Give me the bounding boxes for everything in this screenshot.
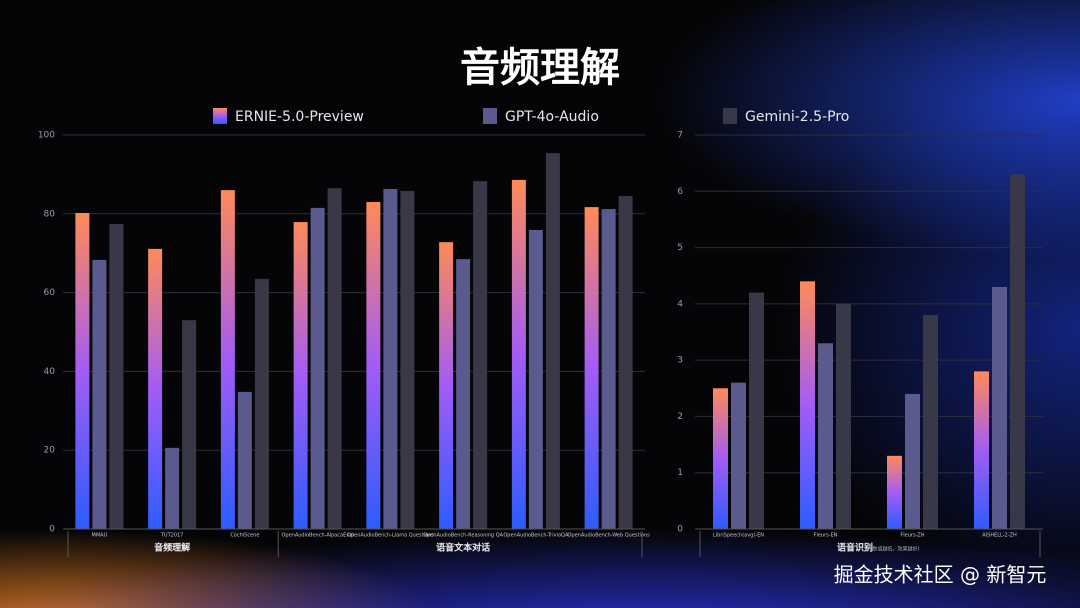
legend-label: Gemini-2.5-Pro [745, 109, 849, 125]
y-tick-label: 100 [38, 131, 55, 141]
y-tick-label: 0 [49, 525, 55, 535]
bar [528, 229, 543, 530]
bar [310, 207, 325, 529]
bar [992, 286, 1007, 529]
y-tick-label: 2 [677, 412, 683, 422]
x-tick-label: AISHELL-2-ZH [982, 533, 1017, 539]
bar [731, 382, 746, 529]
group-label: 语音识别 [837, 542, 873, 554]
bar [439, 242, 454, 529]
bar [109, 224, 124, 529]
x-tick-label: CochlScene [230, 533, 259, 539]
y-tick-label: 0 [677, 525, 683, 535]
bar [974, 371, 989, 529]
x-tick-label: OpenAudioBench-TriviaQA [503, 533, 569, 539]
x-tick-label: Fleurs-EN [814, 533, 838, 539]
legend-swatch [213, 108, 227, 124]
x-tick-label: LibriSpeech(avg)-EN [713, 533, 764, 539]
x-tick-label: MMAU [92, 533, 108, 539]
y-tick-label: 1 [677, 468, 683, 478]
legend-swatch [483, 108, 497, 124]
group-label: 音频理解 [154, 542, 190, 554]
bar [584, 207, 599, 530]
legend-label: GPT-4o-Audio [505, 109, 599, 125]
bar [383, 188, 398, 529]
x-tick-label: OpenAudioBench-Llama Questions [347, 533, 434, 539]
x-tick-label: OpenAudioBench-AlpacaEval [281, 533, 353, 539]
bar [836, 303, 851, 529]
y-tick-label: 6 [677, 187, 683, 197]
x-tick-label: Fleurs-ZH [900, 533, 924, 539]
bar [254, 278, 269, 529]
y-tick-label: 5 [677, 243, 683, 253]
bar [511, 179, 526, 529]
y-tick-label: 3 [677, 356, 683, 366]
bar [713, 388, 728, 529]
bar [327, 188, 342, 529]
y-tick-label: 80 [44, 209, 56, 219]
bar [182, 320, 197, 529]
bar [237, 391, 252, 529]
bar [601, 209, 616, 529]
bar [75, 213, 90, 529]
y-tick-label: 40 [44, 367, 56, 377]
bar [618, 196, 633, 529]
y-tick-label: 20 [44, 446, 56, 456]
bar [800, 281, 815, 529]
watermark: 掘金技术社区 @ 新智元 [834, 563, 1047, 587]
bar [473, 181, 488, 529]
bar [905, 393, 920, 529]
bar [456, 259, 471, 529]
y-tick-label: 4 [677, 299, 683, 309]
bar [220, 190, 235, 529]
bar [887, 455, 902, 529]
y-tick-label: 7 [677, 131, 683, 141]
group-note: (数值越低，效果越好) [871, 546, 920, 553]
bar [366, 201, 381, 530]
bar [92, 259, 107, 529]
bar [818, 343, 833, 529]
x-tick-label: TUT2017 [160, 533, 184, 539]
bar [1010, 174, 1025, 529]
bar [293, 222, 308, 529]
bar [749, 292, 764, 529]
y-tick-label: 60 [44, 288, 56, 298]
bar [923, 315, 938, 529]
x-tick-label: OpenAudioBench-Reasoning QA [423, 533, 503, 539]
bar [148, 248, 163, 529]
bar [165, 447, 180, 529]
legend-swatch [723, 108, 737, 124]
x-tick-label: OpenAudioBench-Web Questions [568, 533, 651, 539]
legend-label: ERNIE-5.0-Preview [235, 109, 364, 125]
slide-title: 音频理解 [460, 45, 620, 91]
bar [400, 190, 415, 529]
group-label: 语音文本对话 [436, 542, 490, 554]
bar [545, 153, 560, 529]
